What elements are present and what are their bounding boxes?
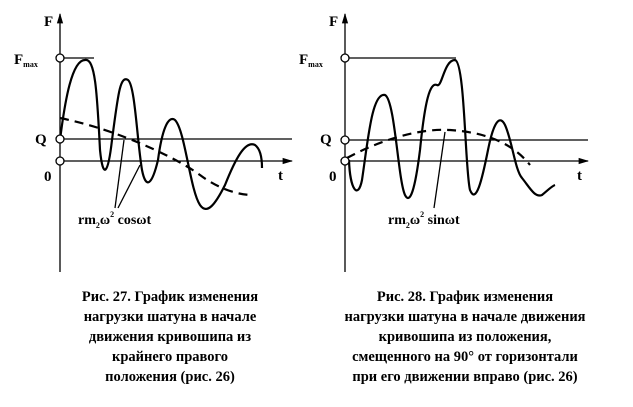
ann-part: rm xyxy=(388,213,406,228)
load-curve xyxy=(347,58,556,200)
ann-sup: 2 xyxy=(420,210,424,219)
ann-part: ω xyxy=(410,213,420,228)
caption-line: при его движении вправо (рис. 26) xyxy=(352,369,577,385)
caption-line: положения (рис. 26) xyxy=(105,369,235,385)
fmax-main: F xyxy=(14,52,23,68)
fmax-sub: max xyxy=(23,60,38,69)
ann-sub: 2 xyxy=(406,221,410,230)
fmax-label: Fmax xyxy=(14,52,38,69)
right-graph xyxy=(340,12,590,272)
axis-label: F xyxy=(329,14,338,30)
leader xyxy=(433,131,446,209)
axis-label: t xyxy=(278,168,283,184)
caption-line: движения кривошипа из xyxy=(89,329,251,345)
leader xyxy=(114,139,125,209)
fmax-sub: max xyxy=(308,60,323,69)
marker xyxy=(55,53,65,63)
ann-part: sinωt xyxy=(424,213,460,228)
q-label: Q xyxy=(320,132,332,148)
marker xyxy=(55,156,65,166)
inertia-curve xyxy=(59,116,253,197)
zero-label: 0 xyxy=(44,169,52,185)
caption-line: крайнего правого xyxy=(112,349,228,365)
ann-part: ω xyxy=(100,213,110,228)
annotation: rm2ω2 cosωt xyxy=(78,210,152,230)
caption-line: смещенного на 90° от горизонтали xyxy=(352,349,578,365)
fmax-main: F xyxy=(299,52,308,68)
caption-line: Рис. 28. График изменения xyxy=(377,289,553,305)
marker xyxy=(340,135,350,145)
marker xyxy=(55,134,65,144)
axis-label: t xyxy=(577,168,582,184)
annotation: rm2ω2 sinωt xyxy=(388,210,460,230)
inertia-curve xyxy=(346,128,531,166)
caption-line: Рис. 27. График изменения xyxy=(82,289,258,305)
marker xyxy=(340,156,350,166)
ann-part: rm xyxy=(78,213,96,228)
q-label: Q xyxy=(35,132,47,148)
axis-label: F xyxy=(44,14,53,30)
load-curve xyxy=(58,58,264,210)
ann-sup: 2 xyxy=(110,210,114,219)
zero-label: 0 xyxy=(329,169,337,185)
caption-line: кривошипа из положения, xyxy=(379,329,552,345)
leader xyxy=(117,164,141,209)
caption-line: нагрузки шатуна в начале xyxy=(84,309,257,325)
ann-part: cosωt xyxy=(114,213,151,228)
marker xyxy=(340,53,350,63)
left-graph xyxy=(55,12,294,272)
ann-sub: 2 xyxy=(96,221,100,230)
fmax-label: Fmax xyxy=(299,52,323,69)
caption-line: нагрузки шатуна в начале движения xyxy=(344,309,585,325)
